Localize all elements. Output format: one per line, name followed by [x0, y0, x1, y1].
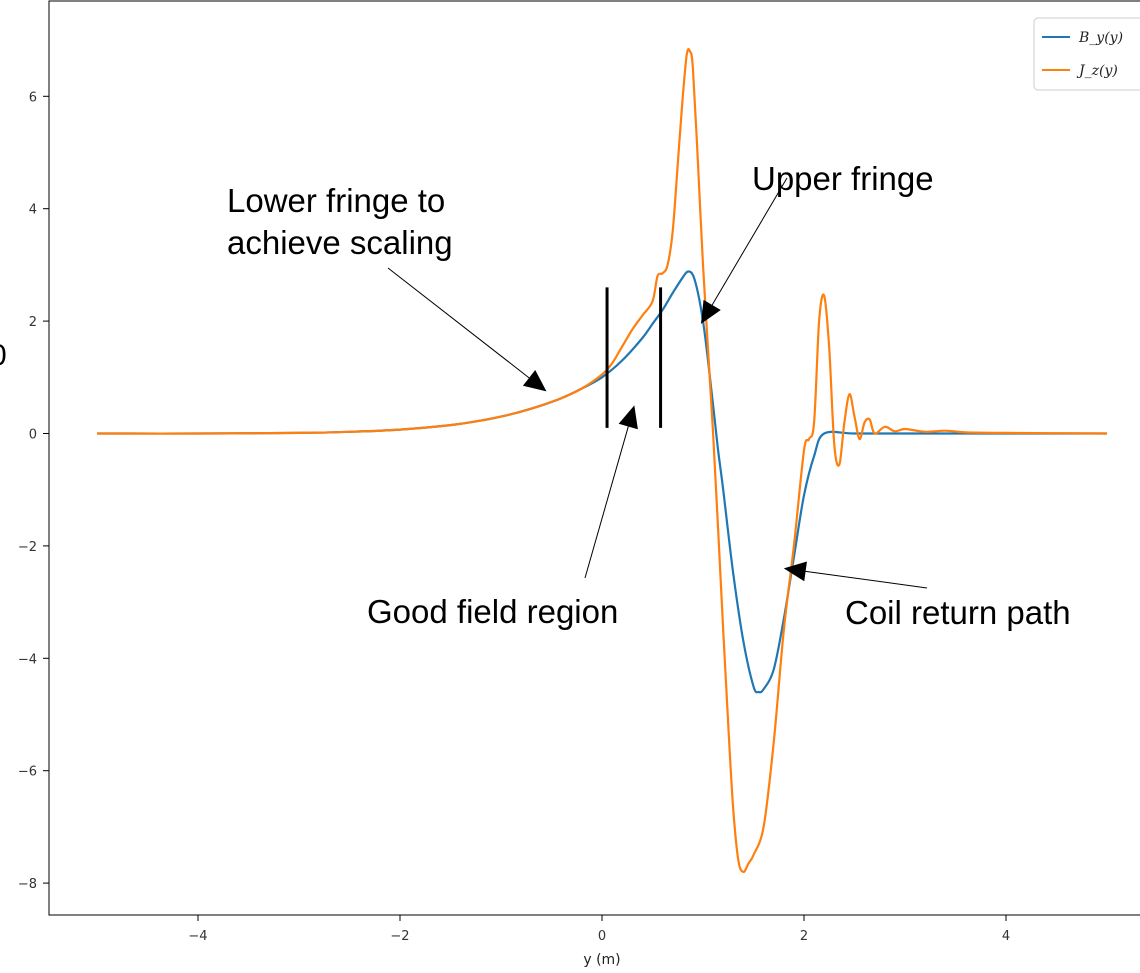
y-tick-label: 6	[29, 90, 37, 105]
annotation-arrow-head	[783, 561, 807, 582]
annotation-arrow-shaft	[805, 570, 928, 589]
legend: B_y(y) J_z(y)	[1033, 17, 1140, 91]
annotation-arrow-head	[700, 299, 721, 324]
annotation-good-field: Good field region	[367, 593, 618, 630]
y-tick-label: −4	[18, 652, 37, 667]
region-markers	[605, 287, 663, 428]
x-tick-label: 0	[598, 929, 606, 944]
y-tick-label: −6	[18, 765, 37, 780]
x-axis-label: y (m)	[583, 952, 620, 968]
annotation-arrow-shaft	[387, 267, 530, 379]
annotation-lower-fringe-line2: achieve scaling	[227, 224, 453, 261]
annotation-arrow-shaft	[584, 426, 629, 579]
x-tick-label: 4	[1002, 929, 1010, 944]
x-tick-label: −2	[390, 929, 409, 944]
series-lines	[96, 47, 1108, 873]
annotation-lower-fringe-line1: Lower fringe to	[227, 182, 445, 219]
legend-label-jz: J_z(y)	[1076, 63, 1118, 79]
annotation-arrow-shaft	[711, 177, 788, 306]
annotation-arrow-head	[618, 405, 638, 430]
y-tick-label: 2	[29, 315, 37, 330]
series-line-jz	[96, 47, 1108, 873]
legend-label-by: B_y(y)	[1078, 30, 1123, 46]
legend-box	[1033, 17, 1140, 91]
x-tick-label: 2	[800, 929, 808, 944]
plot-frame	[48, 0, 1140, 916]
y-tick-label: 0	[29, 428, 37, 443]
axis-ticks: −4 −2 0 2 4 −8 −6 −4 −2 0 2 4 6	[18, 90, 1010, 944]
annotation-upper-fringe: Upper fringe	[752, 160, 934, 197]
annotation-coil-return: Coil return path	[845, 594, 1071, 631]
y-tick-label: −8	[18, 877, 37, 892]
annotation-arrow-head	[522, 369, 547, 392]
annotations: Lower fringe to achieve scaling Upper frin…	[227, 160, 1071, 631]
cropped-left-text: 0	[0, 339, 7, 372]
x-tick-label: −4	[188, 929, 207, 944]
y-tick-label: 4	[29, 203, 37, 218]
y-tick-label: −2	[18, 540, 37, 555]
